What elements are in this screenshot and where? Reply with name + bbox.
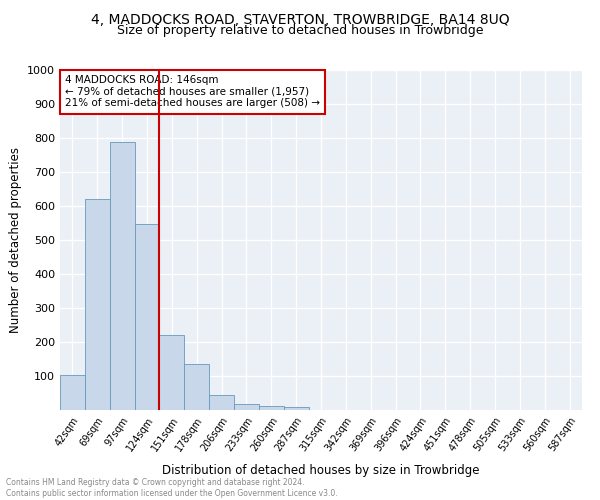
Text: 4, MADDOCKS ROAD, STAVERTON, TROWBRIDGE, BA14 8UQ: 4, MADDOCKS ROAD, STAVERTON, TROWBRIDGE,… [91, 12, 509, 26]
Bar [284, 407, 308, 410]
Bar [160, 334, 184, 410]
Bar [184, 364, 209, 410]
Bar [134, 224, 160, 410]
X-axis label: Distribution of detached houses by size in Trowbridge: Distribution of detached houses by size … [162, 464, 480, 477]
Y-axis label: Number of detached properties: Number of detached properties [8, 147, 22, 333]
Text: Size of property relative to detached houses in Trowbridge: Size of property relative to detached ho… [117, 24, 483, 37]
Bar [60, 375, 85, 410]
Text: 4 MADDOCKS ROAD: 146sqm
← 79% of detached houses are smaller (1,957)
21% of semi: 4 MADDOCKS ROAD: 146sqm ← 79% of detache… [65, 75, 320, 108]
Bar [234, 404, 259, 410]
Bar [85, 198, 110, 410]
Text: Contains HM Land Registry data © Crown copyright and database right 2024.
Contai: Contains HM Land Registry data © Crown c… [6, 478, 338, 498]
Bar [110, 142, 134, 410]
Bar [259, 406, 284, 410]
Bar [209, 394, 234, 410]
